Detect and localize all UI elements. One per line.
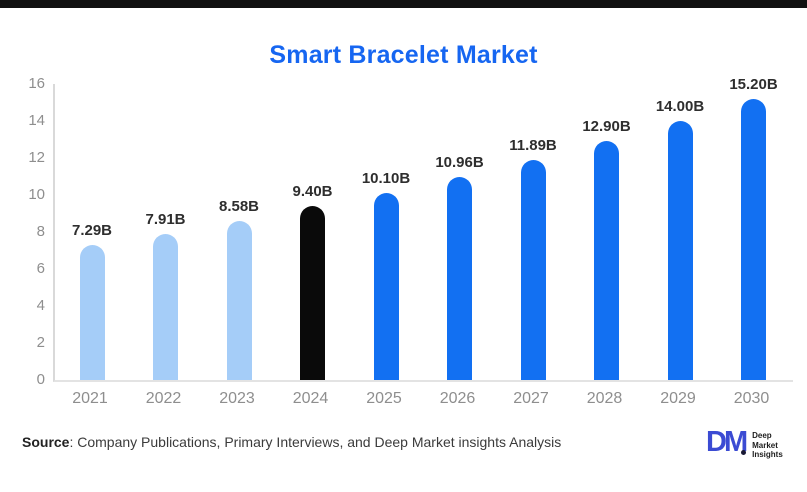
value-label-2026: 10.96B: [435, 154, 484, 172]
bar-2024: [300, 206, 325, 380]
x-axis-tick-2025: 2025: [366, 390, 402, 407]
logo-line-2: Market: [752, 440, 778, 450]
y-axis-tick-0: 0: [36, 371, 45, 388]
value-label-2029: 14.00B: [655, 98, 705, 115]
x-axis-tick-2024: 2024: [292, 390, 329, 407]
bar-2023: [226, 221, 252, 380]
value-label-2025: 10.10B: [361, 170, 411, 188]
value-label-2021: 7.29B: [71, 222, 113, 240]
source-note: Source: Company Publications, Primary In…: [22, 434, 561, 450]
y-axis-tick-4: 4: [36, 297, 45, 314]
plot-area: 7.29B 7.91B 8.58B 9.40B 10.10B 10.96B 11.89B 12…: [53, 76, 793, 382]
bar-2028: [594, 141, 619, 380]
dm-monogram-letters: DM: [706, 426, 748, 458]
bar-2025: [373, 193, 399, 380]
chart-title: Smart Bracelet Market: [269, 41, 538, 69]
value-label-2023: 8.58B: [218, 198, 260, 216]
logo-dot-icon: [741, 450, 747, 455]
y-axis-tick-14: 14: [28, 112, 45, 129]
logo-line-1: Deep: [752, 431, 772, 440]
value-label-2028: 12.90B: [582, 118, 631, 136]
value-label-2030: 15.20B: [729, 75, 778, 93]
x-axis-tick-2022: 2022: [145, 390, 182, 407]
bar-2029: [667, 121, 693, 380]
bar-2026: [447, 177, 472, 380]
bar-2030: [741, 98, 766, 380]
y-axis-tick-2: 2: [36, 334, 45, 351]
bar-2021: [79, 245, 105, 380]
dm-monogram-icon: DM: [706, 428, 748, 457]
logo-text: Deep Market Insights: [752, 430, 783, 460]
x-axis-tick-2030: 2030: [733, 390, 770, 407]
bar-2027: [520, 160, 546, 380]
x-axis-tick-2027: 2027: [513, 390, 549, 407]
y-axis-tick-10: 10: [28, 186, 45, 203]
value-label-2027: 11.89B: [509, 137, 557, 155]
source-text: : Company Publications, Primary Intervie…: [69, 434, 562, 450]
value-label-2022: 7.91B: [145, 210, 186, 228]
x-axis-tick-2028: 2028: [586, 390, 623, 407]
value-label-2024: 9.40B: [292, 183, 333, 201]
x-axis-tick-2026: 2026: [439, 390, 476, 407]
y-axis-tick-12: 12: [28, 149, 45, 166]
deep-market-insights-logo: DM Deep Market Insights: [706, 428, 783, 460]
x-axis-tick-2029: 2029: [660, 390, 696, 407]
x-axis-tick-2021: 2021: [72, 390, 108, 407]
y-axis-tick-6: 6: [36, 260, 45, 277]
top-border-bar: [0, 0, 807, 8]
x-axis-tick-2023: 2023: [219, 390, 255, 407]
y-axis-tick-8: 8: [36, 223, 45, 240]
source-label: Source: [22, 434, 70, 450]
logo-line-3: Insights: [752, 450, 783, 459]
y-axis-tick-16: 16: [28, 75, 45, 92]
bar-2022: [153, 233, 178, 380]
